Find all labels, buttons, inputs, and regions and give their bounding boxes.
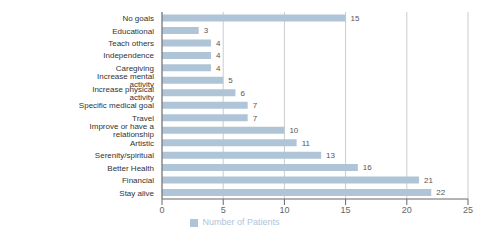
svg-text:4: 4	[216, 64, 221, 73]
svg-text:0: 0	[159, 205, 164, 215]
svg-text:11: 11	[302, 139, 311, 148]
svg-text:15: 15	[341, 205, 351, 215]
svg-text:4: 4	[216, 39, 221, 48]
svg-text:16: 16	[363, 163, 372, 172]
svg-text:21: 21	[424, 176, 433, 185]
svg-text:No goals: No goals	[122, 14, 154, 23]
svg-text:Improve or have arelationship: Improve or have arelationship	[90, 122, 155, 139]
svg-text:7: 7	[253, 114, 258, 123]
svg-text:Teach others: Teach others	[108, 39, 154, 48]
svg-text:13: 13	[326, 151, 335, 160]
svg-text:Travel: Travel	[132, 114, 154, 123]
svg-text:25: 25	[463, 205, 473, 215]
svg-text:10: 10	[279, 205, 289, 215]
svg-text:Artistic: Artistic	[130, 139, 154, 148]
svg-text:Better Health: Better Health	[107, 164, 154, 173]
svg-text:7: 7	[253, 101, 258, 110]
svg-text:Educational: Educational	[112, 27, 154, 36]
svg-text:6: 6	[240, 89, 245, 98]
svg-text:Independence: Independence	[103, 51, 154, 60]
svg-text:22: 22	[436, 188, 445, 197]
svg-text:5: 5	[228, 76, 233, 85]
svg-text:4: 4	[216, 51, 221, 60]
svg-text:Increase mentalactivity: Increase mentalactivity	[97, 72, 154, 89]
svg-text:10: 10	[289, 126, 298, 135]
svg-text:5: 5	[221, 205, 226, 215]
svg-text:Serenity/spiritual: Serenity/spiritual	[95, 151, 154, 160]
svg-text:20: 20	[402, 205, 412, 215]
svg-text:Caregiving: Caregiving	[116, 64, 154, 73]
svg-text:Stay alive: Stay alive	[119, 189, 154, 198]
svg-text:3: 3	[204, 26, 209, 35]
svg-text:Specific medical goal: Specific medical goal	[79, 101, 154, 110]
svg-text:Financial: Financial	[122, 176, 154, 185]
svg-text:15: 15	[351, 14, 360, 23]
